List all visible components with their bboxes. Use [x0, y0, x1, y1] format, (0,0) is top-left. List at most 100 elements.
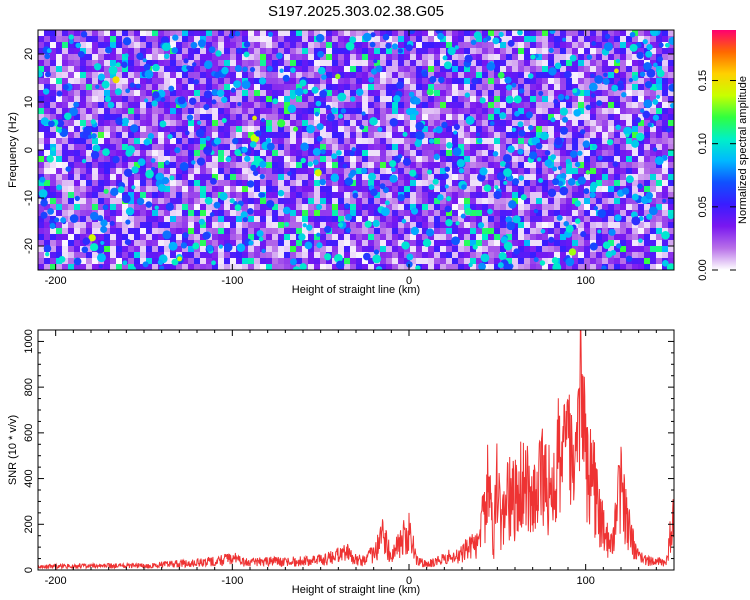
heatmap-cell — [338, 126, 344, 132]
heatmap-cell — [176, 156, 182, 162]
heatmap-cell — [38, 210, 44, 216]
heatmap-cell — [428, 114, 434, 120]
heatmap-cell — [176, 114, 182, 120]
heatmap-cell — [50, 138, 56, 144]
heatmap-cell — [302, 102, 308, 108]
heatmap-cell — [296, 156, 302, 162]
heatmap-cell — [68, 210, 74, 216]
heatmap-cell — [254, 228, 260, 234]
heatmap-blob — [465, 115, 475, 125]
heatmap-cell — [404, 228, 410, 234]
heatmap-cell — [572, 30, 578, 36]
heatmap-cell — [380, 66, 386, 72]
heatmap-blob — [213, 201, 221, 209]
heatmap-cell — [536, 96, 542, 102]
heatmap-cell — [440, 138, 446, 144]
heatmap-cell — [590, 54, 596, 60]
heatmap-cell — [122, 234, 128, 240]
heatmap-cell — [632, 84, 638, 90]
heatmap-cell — [320, 204, 326, 210]
heatmap-cell — [392, 210, 398, 216]
heatmap-cell — [212, 228, 218, 234]
heatmap-cell — [152, 84, 158, 90]
heatmap-blob — [123, 168, 133, 177]
heatmap-cell — [176, 132, 182, 138]
heatmap-cell — [656, 168, 662, 174]
heatmap-cell — [290, 60, 296, 66]
heatmap-cell — [590, 30, 596, 36]
heatmap-cell — [566, 84, 572, 90]
heatmap-cell — [494, 144, 500, 150]
heatmap-cell — [626, 192, 632, 198]
heatmap-cell — [476, 108, 482, 114]
heatmap-cell — [488, 174, 494, 180]
heatmap-blob — [455, 221, 460, 226]
heatmap-cell — [500, 180, 506, 186]
heatmap-blob — [115, 117, 124, 126]
heatmap-cell — [50, 114, 56, 120]
heatmap-cell — [194, 228, 200, 234]
heatmap-cell — [314, 264, 320, 270]
heatmap-cell — [236, 216, 242, 222]
heatmap-cell — [542, 246, 548, 252]
heatmap-cell — [656, 120, 662, 126]
heatmap-cell — [38, 204, 44, 210]
heatmap-cell — [422, 204, 428, 210]
heatmap-blob — [192, 242, 200, 250]
heatmap-cell — [290, 132, 296, 138]
heatmap-cell — [122, 42, 128, 48]
heatmap-cell — [332, 240, 338, 246]
heatmap-cell — [572, 210, 578, 216]
heatmap-cell — [578, 78, 584, 84]
heatmap-cell — [596, 72, 602, 78]
heatmap-cell — [578, 264, 584, 270]
heatmap-cell — [614, 132, 620, 138]
heatmap-cell — [320, 210, 326, 216]
heatmap-cell — [434, 174, 440, 180]
heatmap-cell — [584, 198, 590, 204]
heatmap-cell — [38, 228, 44, 234]
heatmap-cell — [140, 150, 146, 156]
heatmap-cell — [302, 240, 308, 246]
heatmap-cell — [590, 228, 596, 234]
heatmap-cell — [212, 66, 218, 72]
heatmap-cell — [536, 192, 542, 198]
heatmap-cell — [158, 72, 164, 78]
heatmap-cell — [116, 222, 122, 228]
heatmap-cell — [470, 144, 476, 150]
heatmap-cell — [146, 84, 152, 90]
heatmap-cell — [200, 204, 206, 210]
heatmap-cell — [266, 228, 272, 234]
heatmap-cell — [422, 216, 428, 222]
heatmap-blob — [644, 81, 653, 89]
heatmap-blob — [65, 166, 72, 172]
heatmap-cell — [536, 132, 542, 138]
heatmap-cell — [656, 240, 662, 246]
heatmap-cell — [62, 108, 68, 114]
heatmap-cell — [98, 30, 104, 36]
heatmap-blob — [548, 67, 557, 76]
heatmap-cell — [398, 42, 404, 48]
heatmap-blob — [372, 219, 380, 228]
heatmap-cell — [362, 204, 368, 210]
heatmap-cell — [272, 66, 278, 72]
heatmap-cell — [596, 150, 602, 156]
heatmap-cell — [620, 246, 626, 252]
heatmap-cell — [314, 192, 320, 198]
heatmap-cell — [578, 192, 584, 198]
heatmap-cell — [410, 264, 416, 270]
heatmap-cell — [290, 210, 296, 216]
heatmap-cell — [50, 132, 56, 138]
heatmap-cell — [50, 198, 56, 204]
heatmap-blob — [453, 123, 461, 131]
heatmap-cell — [626, 186, 632, 192]
heatmap-cell — [650, 234, 656, 240]
heatmap-cell — [338, 228, 344, 234]
heatmap-cell — [536, 54, 542, 60]
heatmap-cell — [116, 252, 122, 258]
heatmap-cell — [668, 150, 674, 156]
heatmap-cell — [308, 96, 314, 102]
heatmap-cell — [284, 138, 290, 144]
heatmap-cell — [362, 234, 368, 240]
heatmap-cell — [446, 90, 452, 96]
